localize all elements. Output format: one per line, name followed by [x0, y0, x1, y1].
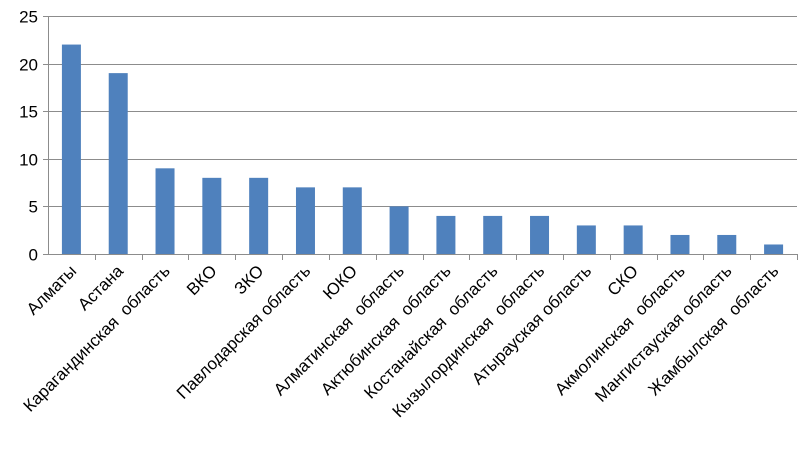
- bar: [670, 234, 690, 254]
- y-tick-label: 10: [19, 151, 38, 170]
- bar: [576, 225, 596, 254]
- y-axis-tick-labels: 0 5 10 15 20 25: [19, 8, 38, 265]
- bar: [764, 244, 784, 254]
- bar: [202, 177, 222, 254]
- bar: [61, 44, 81, 255]
- bar: [342, 187, 362, 254]
- y-tick-label: 0: [29, 246, 38, 265]
- bar: [623, 225, 643, 254]
- bar: [530, 215, 550, 254]
- x-category-label: СКО: [604, 261, 642, 299]
- y-tick-label: 25: [19, 8, 38, 27]
- x-category-label: ЮКО: [319, 261, 361, 303]
- y-tick-label: 15: [19, 103, 38, 122]
- bar: [295, 187, 315, 254]
- y-tick-label: 5: [29, 198, 38, 217]
- x-category-label: ВКО: [183, 261, 221, 299]
- bar: [389, 206, 409, 254]
- bar: [717, 234, 737, 254]
- x-category-label: ЗКО: [231, 261, 268, 298]
- x-category-label: Алматы: [23, 261, 80, 318]
- bar: [249, 177, 269, 254]
- bars: [61, 44, 784, 255]
- bar: [483, 215, 503, 254]
- y-tick-label: 20: [19, 56, 38, 75]
- gridlines: [48, 16, 797, 207]
- bar: [436, 215, 456, 254]
- bar: [108, 73, 128, 255]
- bar: [155, 168, 175, 254]
- axes: [43, 16, 798, 260]
